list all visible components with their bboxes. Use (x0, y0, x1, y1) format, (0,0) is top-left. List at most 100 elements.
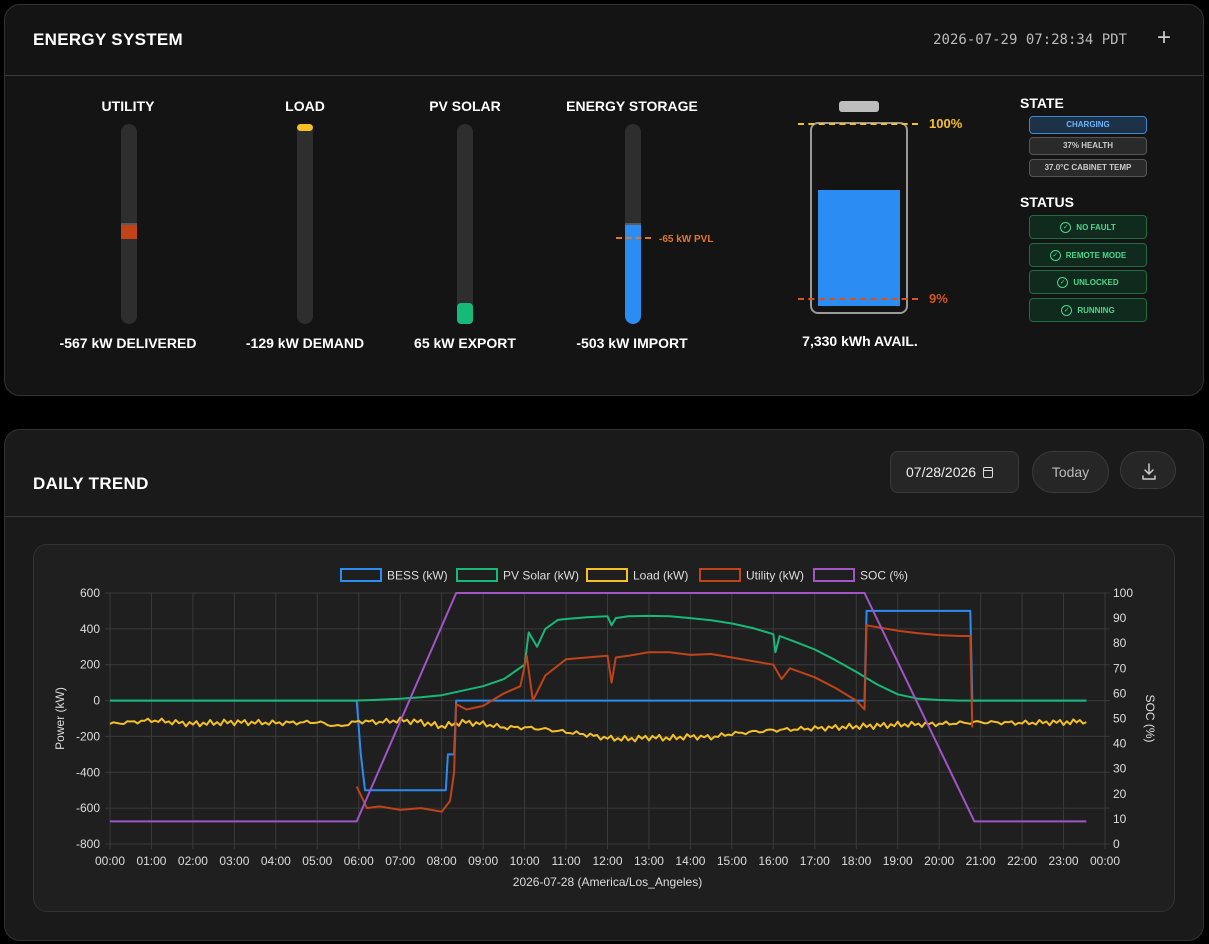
x-tick-label: 02:00 (178, 854, 208, 868)
x-tick-label: 23:00 (1049, 854, 1079, 868)
status-badge-no-fault: ✓ NO FAULT (1029, 215, 1147, 239)
energy-storage-gauge-value: -503 kW IMPORT (576, 335, 688, 351)
status-badge-running: ✓ RUNNING (1029, 298, 1147, 322)
energy-system-panel: ENERGY SYSTEM 2026-07-29 07:28:34 PDT + … (4, 4, 1204, 396)
date-value: 07/28/2026 (906, 464, 977, 480)
timestamp: 2026-07-29 07:28:34 PDT (933, 32, 1127, 48)
energy-storage-gauge-zero-tick (625, 223, 641, 225)
legend-label: PV Solar (kW) (503, 569, 579, 583)
x-tick-label: 16:00 (758, 854, 788, 868)
today-button[interactable]: Today (1032, 451, 1109, 493)
load-gauge-track (297, 124, 313, 324)
x-tick-label: 21:00 (966, 854, 996, 868)
series-line-1 (110, 614, 1087, 702)
y2-tick-label: 10 (1113, 812, 1127, 826)
daily-trend-header: DAILY TREND 07/28/2026 Today (5, 430, 1203, 517)
x-tick-label: 19:00 (883, 854, 913, 868)
legend-label: Utility (kW) (746, 569, 804, 583)
y2-tick-label: 0 (1113, 837, 1120, 851)
x-tick-label: 11:00 (551, 854, 580, 868)
soc-max-line (798, 123, 918, 125)
status-badge-unlocked: ✓ UNLOCKED (1029, 270, 1147, 294)
legend-label: BESS (kW) (387, 569, 448, 583)
download-button[interactable] (1120, 451, 1176, 489)
series-line-3 (355, 624, 974, 813)
x-tick-label: 00:00 (1090, 854, 1120, 868)
y2-tick-label: 100 (1113, 586, 1133, 600)
state-badge-charging: CHARGING (1029, 116, 1147, 134)
pv-solar-gauge-value: 65 kW EXPORT (414, 335, 516, 351)
daily-trend-title: DAILY TREND (33, 474, 149, 493)
soc-min-line (798, 298, 918, 300)
y-tick-label: -600 (76, 801, 100, 815)
y2-tick-label: 20 (1113, 787, 1127, 801)
status-badge-label: RUNNING (1077, 305, 1115, 315)
x-tick-label: 13:00 (634, 854, 664, 868)
energy-storage-gauge-fill (625, 225, 641, 324)
daily-trend-panel: DAILY TREND 07/28/2026 Today 00:00 01:00 0… (4, 429, 1204, 941)
y-tick-label: -800 (76, 837, 100, 851)
y2-tick-label: 90 (1113, 611, 1127, 625)
check-circle-icon: ✓ (1061, 304, 1073, 316)
x-tick-label: 10:00 (510, 854, 540, 868)
x-tick-label: 12:00 (592, 854, 622, 868)
y2-axis-title: SOC (%) (1143, 695, 1157, 743)
check-circle-icon: ✓ (1057, 276, 1069, 288)
battery-icon (810, 122, 908, 314)
soc-max-label: 100% (929, 116, 963, 131)
x-tick-label: 14:00 (675, 854, 705, 868)
download-icon (1142, 463, 1156, 480)
y2-tick-label: 70 (1113, 661, 1127, 675)
legend-swatch (699, 568, 741, 582)
x-tick-label: 18:00 (841, 854, 871, 868)
x-tick-label: 20:00 (924, 854, 954, 868)
calendar-icon[interactable] (983, 466, 994, 478)
y-tick-label: 0 (93, 694, 100, 708)
energy-system-header: ENERGY SYSTEM 2026-07-29 07:28:34 PDT + (5, 5, 1203, 76)
status-badge-label: NO FAULT (1076, 222, 1116, 232)
state-badge-cabinet-temp: 37.0°C CABINET TEMP (1029, 159, 1147, 177)
energy-storage-gauge-track (625, 124, 641, 324)
legend-label: SOC (%) (860, 569, 908, 583)
x-tick-label: 05:00 (302, 854, 332, 868)
energy-storage-gauge-title: ENERGY STORAGE (566, 98, 698, 114)
utility-gauge-fill (121, 225, 137, 239)
series-line-4 (110, 592, 1087, 823)
y2-tick-label: 40 (1113, 737, 1127, 751)
y-tick-label: 400 (80, 622, 100, 636)
y-tick-label: 200 (80, 658, 100, 672)
soc-min-label: 9% (929, 291, 948, 306)
utility-gauge-title: UTILITY (101, 98, 155, 114)
state-badge-health: 37% HEALTH (1029, 137, 1147, 155)
x-tick-label: 03:00 (219, 854, 249, 868)
load-gauge-fill (297, 124, 313, 131)
pvl-limit-line (616, 237, 651, 239)
load-gauge-value: -129 kW DEMAND (245, 335, 365, 351)
load-gauge-title: LOAD (285, 98, 325, 114)
y-tick-label: -200 (76, 729, 100, 743)
y-axis-title: Power (kW) (53, 687, 67, 750)
date-picker-input[interactable]: 07/28/2026 (890, 451, 1019, 493)
x-tick-label: 08:00 (427, 854, 457, 868)
x-tick-label: 06:00 (344, 854, 374, 868)
add-button[interactable]: + (1156, 24, 1171, 51)
check-circle-icon: ✓ (1060, 221, 1072, 233)
battery-fill (818, 190, 900, 306)
y2-tick-label: 80 (1113, 636, 1127, 650)
x-tick-label: 09:00 (468, 854, 498, 868)
status-badge-label: REMOTE MODE (1065, 250, 1127, 260)
pv-solar-gauge-track (457, 124, 473, 324)
legend-swatch (456, 568, 498, 582)
x-tick-label: 04:00 (261, 854, 291, 868)
utility-gauge-track (121, 124, 137, 324)
y-tick-label: 600 (80, 586, 100, 600)
y2-tick-label: 60 (1113, 686, 1127, 700)
status-badge-label: UNLOCKED (1073, 277, 1119, 287)
x-tick-label: 00:00 (95, 854, 125, 868)
y-tick-label: -400 (76, 765, 100, 779)
x-axis-title: 2026-07-28 (America/Los_Angeles) (513, 875, 702, 889)
x-tick-label: 22:00 (1007, 854, 1037, 868)
legend-swatch (813, 568, 855, 582)
status-title: STATUS (1020, 194, 1074, 210)
daily-trend-chart-card: 00:00 01:00 02:00 03:00 04:00 05:00 06:00 07:00… (33, 544, 1175, 912)
